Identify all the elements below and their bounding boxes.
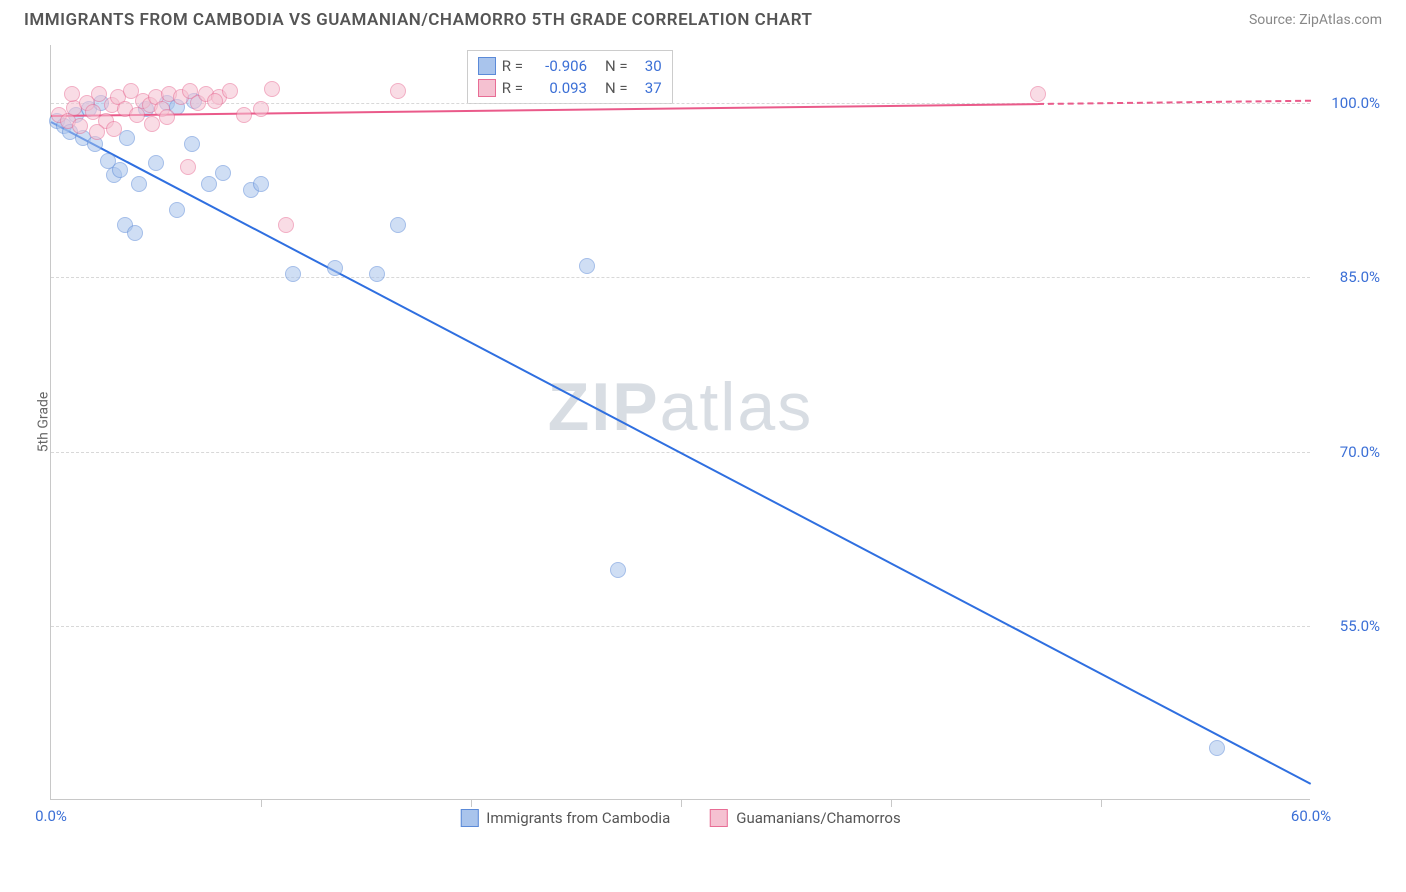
correlation-legend: R = -0.906 N = 30 R = 0.093 N = 37: [467, 50, 673, 104]
chart-source: Source: ZipAtlas.com: [1249, 12, 1382, 28]
data-point: [64, 86, 80, 102]
data-point: [390, 217, 406, 233]
data-point: [222, 83, 238, 99]
legend-n-value: 37: [634, 79, 662, 97]
y-axis-label: 5th Grade: [35, 392, 51, 453]
data-point: [159, 109, 175, 125]
data-point: [285, 266, 301, 282]
legend-n-label: N =: [605, 57, 628, 75]
legend-r-label: R =: [502, 57, 523, 75]
data-point: [180, 159, 196, 175]
gridline-h: [51, 277, 1310, 278]
y-tick-label: 85.0%: [1320, 268, 1380, 286]
data-point: [89, 124, 105, 140]
chart-title: IMMIGRANTS FROM CAMBODIA VS GUAMANIAN/CH…: [24, 10, 813, 30]
legend-r-value: -0.906: [529, 57, 587, 75]
series-legend: Immigrants from Cambodia Guamanians/Chamo…: [460, 809, 900, 827]
data-point: [131, 176, 147, 192]
x-tick-label: 0.0%: [35, 807, 67, 825]
data-point: [1209, 740, 1225, 756]
data-point: [144, 116, 160, 132]
chart-container: 5th Grade ZIPatlas R =-0.906N =30R =0.09…: [50, 45, 1390, 865]
data-point: [236, 107, 252, 123]
x-minor-tick: [891, 799, 892, 807]
data-point: [610, 562, 626, 578]
data-point: [148, 155, 164, 171]
data-point: [201, 176, 217, 192]
data-point: [72, 118, 88, 134]
legend-series-label: Guamanians/Chamorros: [736, 809, 900, 827]
legend-n-value: 30: [634, 57, 662, 75]
data-point: [112, 162, 128, 178]
x-minor-tick: [471, 799, 472, 807]
watermark: ZIPatlas: [548, 368, 813, 446]
y-tick-label: 55.0%: [1320, 617, 1380, 635]
data-point: [579, 258, 595, 274]
watermark-light: atlas: [660, 369, 814, 445]
y-tick-label: 100.0%: [1320, 94, 1380, 112]
data-point: [390, 83, 406, 99]
gridline-h: [51, 626, 1310, 627]
x-minor-tick: [1101, 799, 1102, 807]
data-point: [253, 176, 269, 192]
data-point: [264, 81, 280, 97]
legend-series-label: Immigrants from Cambodia: [486, 809, 670, 827]
legend-swatch: [478, 57, 496, 75]
legend-r-label: R =: [502, 79, 523, 97]
data-point: [215, 165, 231, 181]
y-tick-label: 70.0%: [1320, 443, 1380, 461]
legend-series-item: Immigrants from Cambodia: [460, 809, 670, 827]
legend-swatch: [460, 809, 478, 827]
legend-r-value: 0.093: [529, 79, 587, 97]
legend-n-label: N =: [605, 79, 628, 97]
x-minor-tick: [261, 799, 262, 807]
trend-line: [1038, 100, 1311, 105]
data-point: [253, 101, 269, 117]
data-point: [278, 217, 294, 233]
data-point: [207, 93, 223, 109]
x-tick-label: 60.0%: [1291, 807, 1331, 825]
data-point: [1030, 86, 1046, 102]
data-point: [169, 202, 185, 218]
legend-series-item: Guamanians/Chamorros: [710, 809, 900, 827]
data-point: [184, 136, 200, 152]
legend-correlation-row: R = 0.093 N = 37: [478, 77, 662, 99]
data-point: [369, 266, 385, 282]
data-point: [106, 121, 122, 137]
chart-header: IMMIGRANTS FROM CAMBODIA VS GUAMANIAN/CH…: [0, 0, 1406, 36]
legend-swatch: [710, 809, 728, 827]
trend-line: [51, 121, 1312, 785]
data-point: [127, 225, 143, 241]
plot-area: 5th Grade ZIPatlas R =-0.906N =30R =0.09…: [50, 45, 1310, 800]
legend-swatch: [478, 79, 496, 97]
legend-correlation-row: R = -0.906 N = 30: [478, 55, 662, 77]
x-minor-tick: [681, 799, 682, 807]
data-point: [327, 260, 343, 276]
